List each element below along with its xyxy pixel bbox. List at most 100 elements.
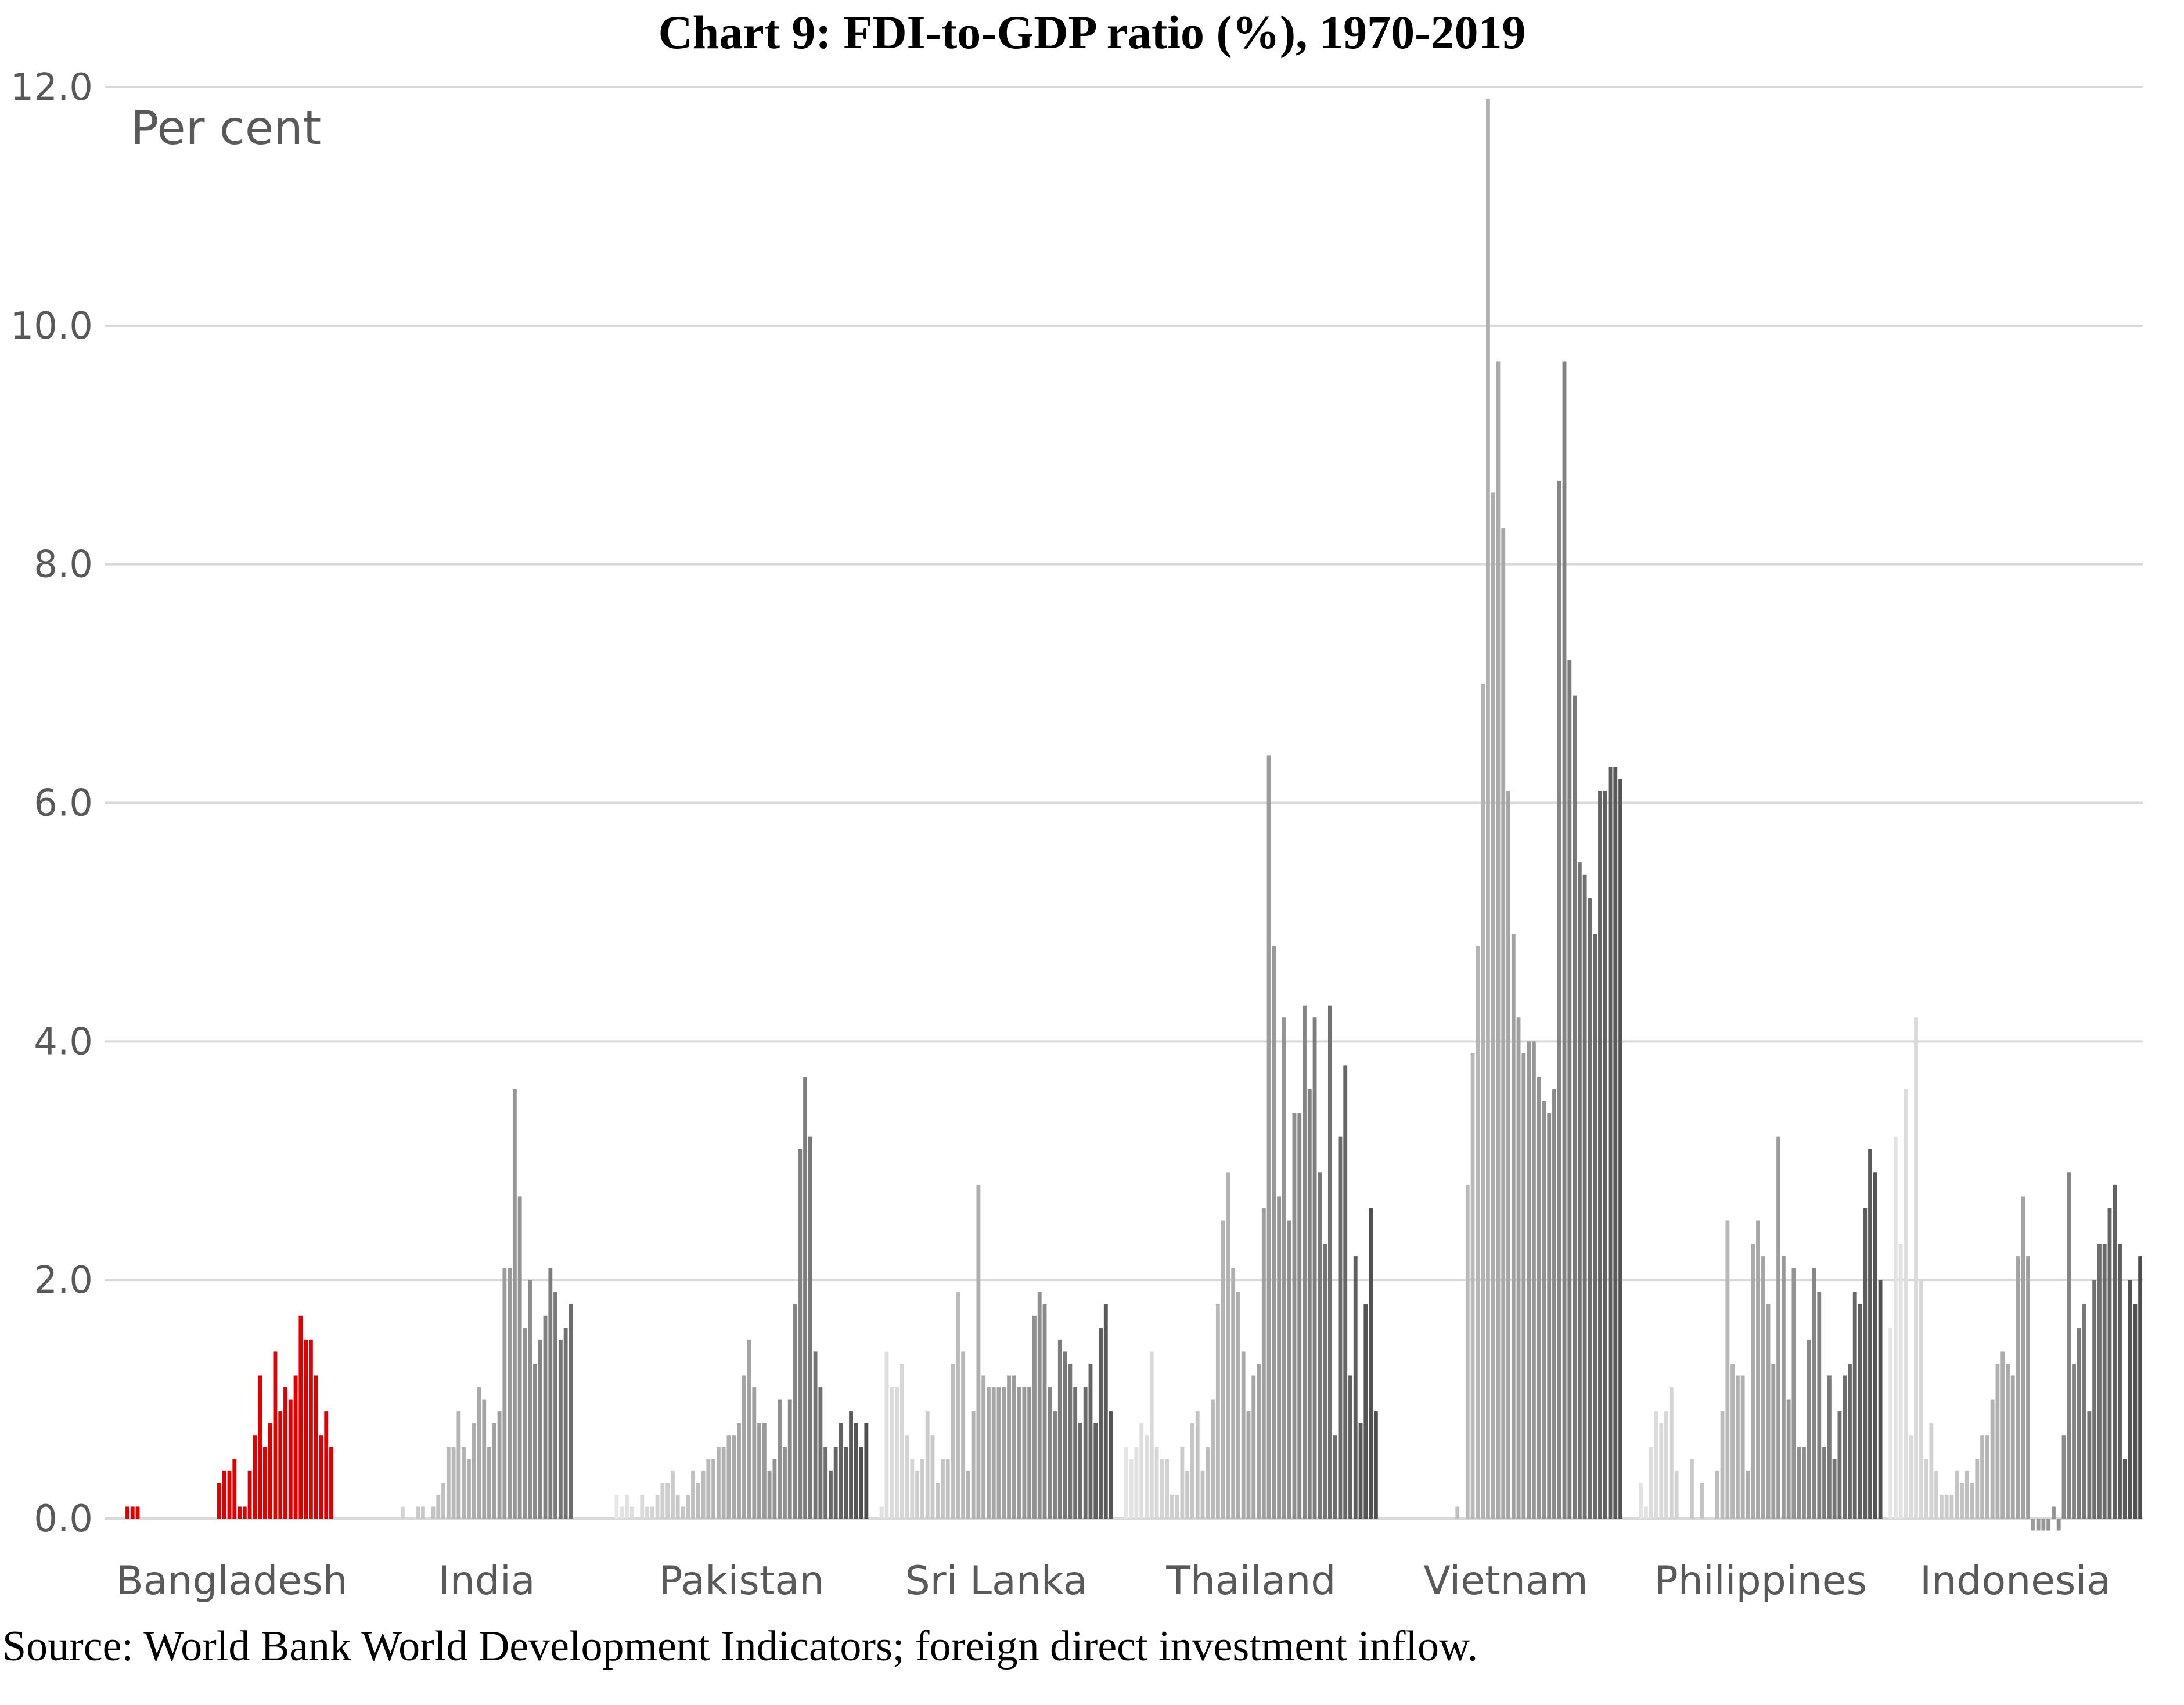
bar [242, 1506, 247, 1519]
bar [1919, 1280, 1923, 1519]
bar [538, 1339, 542, 1519]
bar [217, 1483, 221, 1519]
bar [2041, 1519, 2046, 1531]
bar [247, 1470, 252, 1519]
bar [737, 1423, 741, 1519]
bar [1211, 1399, 1215, 1519]
bar [2092, 1280, 2097, 1519]
x-category-label: Bangladesh [116, 1558, 348, 1604]
bar [1939, 1494, 1944, 1519]
bar [650, 1506, 654, 1519]
bar [890, 1387, 894, 1519]
bar [1303, 1005, 1307, 1519]
bar [818, 1387, 823, 1519]
bar [2026, 1256, 2030, 1519]
bar [2031, 1519, 2035, 1531]
bar [1674, 1470, 1679, 1519]
bar [1124, 1447, 1128, 1519]
bar [288, 1399, 293, 1519]
x-category-label: Philippines [1654, 1558, 1867, 1604]
bar [1063, 1351, 1067, 1519]
bar [1307, 1089, 1312, 1519]
bar [2118, 1244, 2122, 1519]
bar [1287, 1220, 1291, 1519]
bar [1261, 1208, 1266, 1519]
bar [1481, 684, 1485, 1519]
bar [981, 1375, 986, 1519]
bar [1506, 790, 1510, 1519]
bar [487, 1447, 491, 1519]
bar [1776, 1136, 1781, 1519]
bar [1542, 1101, 1546, 1519]
bar [1318, 1172, 1322, 1519]
bar [915, 1470, 920, 1519]
bar [1720, 1411, 1725, 1519]
bar [1053, 1411, 1057, 1519]
bar [1257, 1363, 1261, 1519]
bar [2061, 1435, 2066, 1519]
bar [2138, 1256, 2143, 1519]
bar [1343, 1065, 1348, 1519]
bar [1226, 1172, 1230, 1519]
bar [1032, 1315, 1037, 1519]
bar [135, 1506, 140, 1519]
bar [1154, 1447, 1159, 1519]
bar [1338, 1136, 1343, 1519]
bar [253, 1435, 257, 1519]
bar [400, 1506, 405, 1519]
bar [268, 1423, 272, 1519]
bars [125, 99, 2143, 1531]
gridlines [105, 86, 2143, 1520]
bar [222, 1470, 226, 1519]
bar [462, 1447, 466, 1519]
bar [1103, 1304, 1108, 1519]
bar [477, 1387, 481, 1519]
bar [1516, 1017, 1521, 1519]
bar [726, 1435, 731, 1519]
bar-group-vietnam [1455, 99, 1622, 1519]
bar [864, 1423, 869, 1519]
bar [1807, 1339, 1811, 1519]
bar [905, 1435, 909, 1519]
bar [308, 1339, 313, 1519]
bar [492, 1423, 496, 1519]
bar [2087, 1411, 2092, 1519]
bar [956, 1292, 960, 1519]
bar [548, 1268, 553, 1519]
bar [1190, 1423, 1194, 1519]
bar [451, 1447, 456, 1519]
bar [1649, 1447, 1653, 1519]
bar [304, 1339, 308, 1519]
bar [1455, 1506, 1460, 1519]
x-category-label: Sri Lanka [905, 1558, 1088, 1604]
bar [1700, 1483, 1704, 1519]
bar [1246, 1411, 1251, 1519]
bar [446, 1447, 451, 1519]
bar [472, 1423, 476, 1519]
bar [1781, 1256, 1786, 1519]
bar [1068, 1363, 1073, 1519]
x-axis-categories: Bangladesh India Pakistan Sri Lanka Thailand… [116, 1558, 2111, 1604]
bar [1898, 1244, 1903, 1519]
bar [1022, 1387, 1027, 1519]
bar [941, 1459, 945, 1519]
bar [1802, 1447, 1806, 1519]
bar [2122, 1459, 2127, 1519]
bar [553, 1292, 558, 1519]
bar [645, 1506, 649, 1519]
bar [1373, 1411, 1378, 1519]
bar [721, 1447, 726, 1519]
bar [227, 1470, 232, 1519]
bar [1964, 1470, 1969, 1519]
bar [1180, 1447, 1185, 1519]
bar [1863, 1208, 1868, 1519]
bar [1955, 1470, 1959, 1519]
bar [910, 1459, 915, 1519]
bar [1547, 1113, 1552, 1519]
bar [1567, 660, 1572, 1519]
bar [1145, 1435, 1149, 1519]
bar [987, 1387, 991, 1519]
bar [1088, 1363, 1093, 1519]
bar-group-pakistan [614, 1077, 869, 1519]
bar [1527, 1041, 1531, 1519]
